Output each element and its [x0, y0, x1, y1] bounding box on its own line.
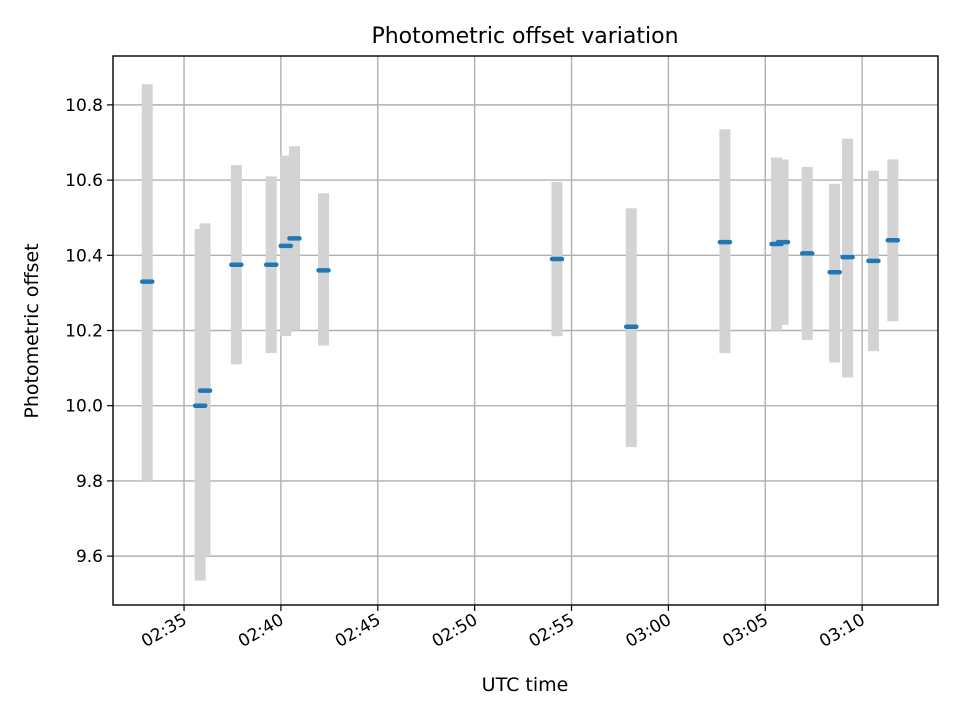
x-axis-label: UTC time — [482, 674, 569, 696]
y-tick-label: 10.6 — [65, 171, 103, 191]
y-tick-label: 9.8 — [76, 472, 103, 492]
y-tick-label: 10.2 — [65, 322, 103, 342]
data-points — [139, 236, 901, 408]
y-tick-label: 9.6 — [76, 547, 103, 567]
y-tick-label: 10.8 — [65, 96, 103, 116]
grid — [113, 56, 938, 605]
y-tick-label: 10.4 — [65, 246, 103, 266]
y-tick-label: 10.0 — [65, 397, 103, 417]
y-axis-label: Photometric offset — [21, 243, 43, 418]
chart-title: Photometric offset variation — [371, 24, 678, 49]
